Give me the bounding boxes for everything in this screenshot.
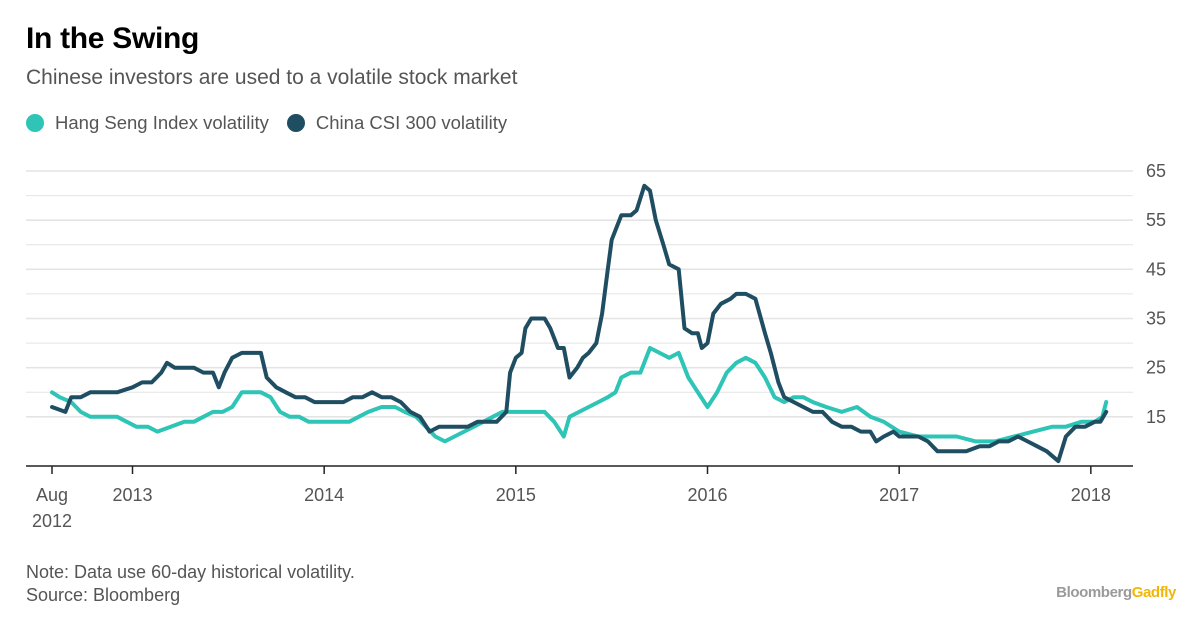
legend-label-csi300: China CSI 300 volatility [315,112,508,133]
x-tick-label: 2017 [879,485,919,505]
chart-series [50,183,1109,464]
chart-subtitle: Chinese investors are used to a volatile… [26,66,518,89]
x-tick-label: 2013 [112,485,152,505]
legend-swatch-csi300-icon [286,114,305,132]
y-tick-label: 35 [1146,309,1166,329]
brand-logo: BloombergGadfly [1056,584,1176,601]
legend-swatch-hang-seng-icon [26,114,44,132]
series-line-csi300 [50,183,1109,464]
y-tick-label: 45 [1146,259,1166,279]
x-tick-label: 2018 [1071,485,1111,505]
chart-legend: Hang Seng Index volatility China CSI 300… [26,112,525,134]
y-tick-label: 25 [1146,358,1166,378]
y-tick-label: 15 [1146,407,1166,427]
x-tick-label-line2: 2012 [32,511,72,531]
legend-item-csi300: China CSI 300 volatility [286,112,508,134]
chart-title: In the Swing [26,22,200,55]
legend-label-hang-seng: Hang Seng Index volatility [55,112,269,133]
x-tick-label: 2015 [496,485,536,505]
x-tick-label: 2016 [687,485,727,505]
x-tick-label: Aug [36,485,68,505]
y-axis-ticks: 15 25 35 45 55 65 [1146,161,1166,427]
x-tick-label: 2014 [304,485,344,505]
chart-gridlines [26,170,1133,418]
chart-note: Note: Data use 60-day historical volatil… [26,562,355,582]
x-axis: Aug 2012 2013 2014 2015 2016 2017 2018 [26,465,1133,531]
legend-item-hang-seng: Hang Seng Index volatility [26,112,269,134]
brand-part-2: Gadfly [1131,584,1177,601]
chart-footer: Note: Data use 60-day historical volatil… [26,561,355,607]
brand-part-1: Bloomberg [1056,584,1132,601]
y-tick-label: 65 [1146,161,1166,181]
y-tick-label: 55 [1146,210,1166,230]
series-line-hang-seng [50,346,1109,444]
chart-source: Source: Bloomberg [26,585,181,605]
